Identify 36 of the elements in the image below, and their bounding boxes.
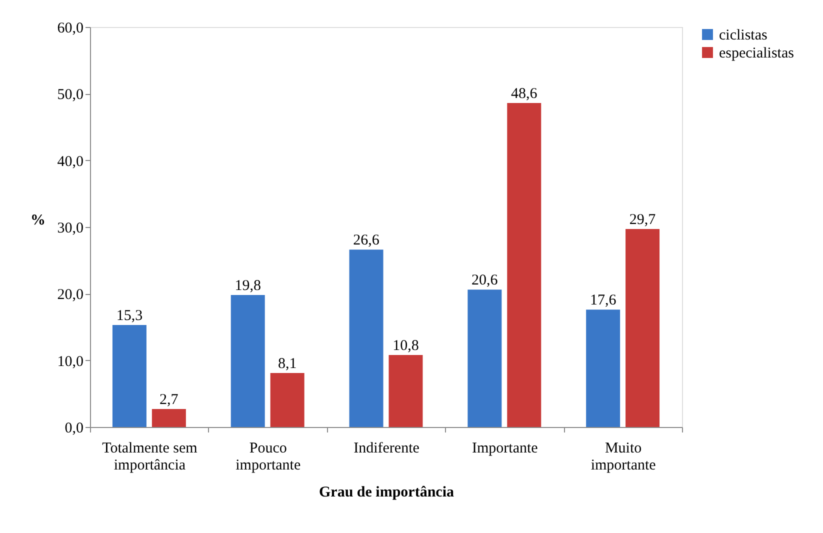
bar xyxy=(230,295,265,427)
y-axis-title: % xyxy=(30,212,46,228)
legend-label: especialistas xyxy=(719,46,794,62)
data-label: 19,8 xyxy=(234,278,261,294)
bar xyxy=(349,250,384,427)
bar xyxy=(152,409,186,427)
data-label: 17,6 xyxy=(590,292,617,309)
x-tick-label: Muito importante xyxy=(590,440,656,474)
x-tick-label: Pouco importante xyxy=(236,440,301,474)
data-label: 2,7 xyxy=(160,392,179,408)
bar xyxy=(388,355,423,427)
x-tick-label: Indiferente xyxy=(354,440,420,456)
x-tick-label: Totalmente sem importância xyxy=(102,440,198,474)
data-label: 29,7 xyxy=(629,212,656,228)
data-label: 10,8 xyxy=(392,338,419,354)
bar xyxy=(507,103,542,427)
y-tick-label: 20,0 xyxy=(57,287,84,304)
x-axis-title: Grau de importância xyxy=(319,484,454,500)
data-label: 15,3 xyxy=(116,308,143,324)
legend-label: ciclistas xyxy=(719,28,768,44)
y-tick-label: 60,0 xyxy=(57,20,84,36)
y-tick-label: 30,0 xyxy=(57,220,84,236)
x-tick-label: Importante xyxy=(472,440,538,456)
data-label: 8,1 xyxy=(278,356,297,372)
bar xyxy=(468,290,502,427)
bar xyxy=(270,373,304,427)
y-tick-label: 10,0 xyxy=(57,354,84,370)
data-label: 20,6 xyxy=(472,272,498,289)
data-label: 26,6 xyxy=(353,232,380,249)
y-tick-label: 40,0 xyxy=(57,154,84,170)
y-tick-label: 50,0 xyxy=(57,87,84,104)
bar xyxy=(586,310,620,427)
data-label: 48,6 xyxy=(511,86,538,102)
bar xyxy=(112,325,146,427)
bar xyxy=(626,229,660,427)
y-tick-label: 0,0 xyxy=(64,420,84,436)
